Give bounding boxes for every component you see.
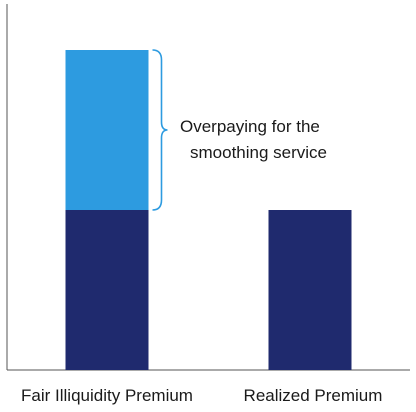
bars-group: [65, 50, 352, 370]
category-label-realized-premium: Realized Premium: [244, 386, 383, 405]
brace-annotation: [152, 49, 168, 211]
category-label-fair-illiquidity-premium: Fair Illiquidity Premium: [21, 386, 193, 405]
bar-segment-0-1: [65, 50, 149, 210]
bar-segment-1-0: [268, 210, 352, 370]
annotation-line-1: Overpaying for the: [180, 117, 320, 136]
bar-segment-0-0: [65, 210, 149, 370]
annotation-line-2: smoothing service: [190, 143, 327, 162]
